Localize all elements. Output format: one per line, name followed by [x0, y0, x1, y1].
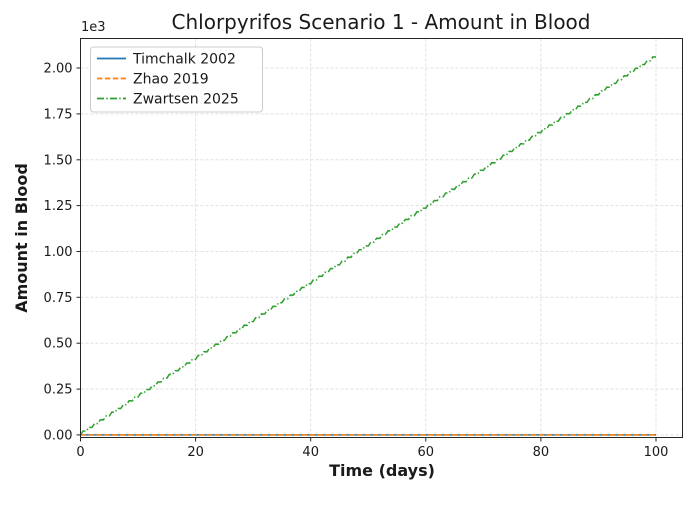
legend-label-zhao-2019: Zhao 2019 — [133, 72, 209, 88]
y-axis-label: Amount in Blood — [12, 163, 31, 313]
legend-label-zwartsen-2025: Zwartsen 2025 — [133, 92, 239, 108]
tick-layer: 0 20 40 60 80 100 0.00 0.25 0.50 0.75 1.00 1.25 1.50… — [44, 62, 669, 461]
legend-box — [90, 46, 263, 113]
y-tick-label-0.25: 0.25 — [44, 383, 73, 398]
x-tick-label-80: 80 — [533, 445, 550, 460]
x-tick-label-60: 60 — [418, 445, 435, 460]
x-tick-label-20: 20 — [187, 445, 204, 460]
x-tick-label-100: 100 — [644, 445, 669, 460]
y-tick-label-1.50: 1.50 — [44, 153, 73, 168]
y-tick-label-1.25: 1.25 — [44, 199, 73, 214]
y-tick-label-1.75: 1.75 — [44, 107, 73, 122]
series-line-zwartsen-2025 — [79, 56, 657, 436]
legend-label-timchalk-2002: Timchalk 2002 — [132, 52, 236, 68]
y-axis-offset-text: 1e3 — [81, 20, 106, 35]
y-tick-label-0.00: 0.00 — [44, 428, 73, 443]
y-tick-label-0.75: 0.75 — [44, 291, 73, 306]
y-tick-label-0.50: 0.50 — [44, 337, 73, 352]
x-axis-label: Time (days) — [329, 461, 435, 480]
series-layer — [79, 56, 657, 436]
chart-title: Chlorpyrifos Scenario 1 - Amount in Bloo… — [172, 10, 591, 34]
y-tick-label-1.00: 1.00 — [44, 245, 73, 260]
y-tick-label-2.00: 2.00 — [44, 62, 73, 77]
plot-frame — [80, 38, 683, 438]
x-tick-label-40: 40 — [302, 445, 319, 460]
legend: Timchalk 2002 Zhao 2019 Zwartsen 2025 — [90, 46, 263, 113]
x-tick-label-0: 0 — [76, 445, 84, 460]
